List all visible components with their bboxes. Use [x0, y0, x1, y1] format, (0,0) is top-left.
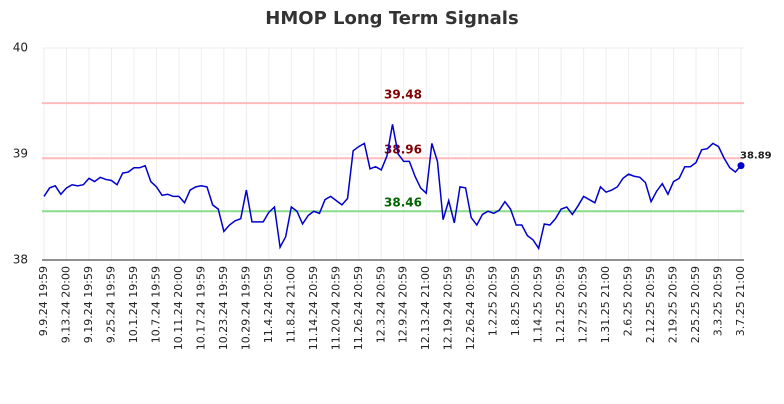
y-tick-label: 40	[13, 41, 28, 55]
x-tick-label: 12.9.24 20:59	[397, 266, 410, 343]
x-tick-label: 3.7.25 21:00	[734, 266, 747, 336]
x-tick-label: 3.3.25 20:59	[712, 266, 725, 336]
x-tick-label: 11.20.24 20:59	[329, 266, 342, 350]
chart-title: HMOP Long Term Signals	[265, 8, 518, 29]
x-tick-label: 11.14.24 20:59	[307, 266, 320, 350]
x-tick-label: 10.7.24 19:59	[149, 266, 162, 343]
y-tick-label: 39	[13, 147, 28, 161]
x-tick-label: 1.8.25 20:59	[509, 266, 522, 336]
x-tick-label: 9.13.24 20:00	[59, 266, 72, 343]
reference-label: 38.96	[384, 143, 422, 157]
x-tick-label: 2.25.25 20:59	[689, 266, 702, 343]
x-tick-label: 2.6.25 20:59	[622, 266, 635, 336]
line	[43, 124, 742, 251]
x-tick-label: 11.4.24 20:59	[262, 266, 275, 343]
x-tick-label: 1.27.25 20:59	[577, 266, 590, 343]
x-tick-label: 10.23.24 19:59	[217, 266, 230, 350]
x-tick-label: 10.17.24 19:59	[194, 266, 207, 350]
x-tick-label: 10.1.24 19:59	[127, 266, 140, 343]
x-tick-label: 12.26.24 20:59	[464, 266, 477, 350]
x-tick-label: 2.19.25 20:59	[667, 266, 680, 343]
x-tick-label: 12.13.24 21:00	[419, 266, 432, 350]
x-tick-label: 10.11.24 20:00	[172, 266, 185, 350]
x-tick-label: 11.26.24 20:59	[352, 266, 365, 350]
x-tick-label: 11.8.24 21:00	[284, 266, 297, 343]
x-tick-label: 12.3.24 20:59	[374, 266, 387, 343]
last-point	[737, 162, 745, 170]
x-tick-label: 1.14.25 20:59	[532, 266, 545, 343]
x-tick-label: 1.21.25 20:59	[554, 266, 567, 343]
last-value-label: 38.89	[740, 151, 772, 162]
x-tick-label: 1.31.25 21:00	[599, 266, 612, 343]
reference-label: 38.46	[384, 196, 422, 210]
x-tick-label: 2.12.25 20:59	[644, 266, 657, 343]
x-tick-label: 1.2.25 20:59	[487, 266, 500, 336]
x-tick-label: 9.9.24 19:59	[37, 266, 50, 336]
x-tick-label: 10.29.24 19:59	[239, 266, 252, 350]
x-tick-label: 9.25.24 19:59	[104, 266, 117, 343]
reference-label: 39.48	[384, 88, 422, 102]
x-tick-label: 9.19.24 19:59	[82, 266, 95, 343]
x-tick-label: 12.19.24 20:59	[442, 266, 455, 350]
y-tick-label: 38	[13, 253, 28, 267]
